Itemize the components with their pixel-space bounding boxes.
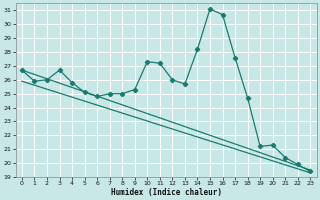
X-axis label: Humidex (Indice chaleur): Humidex (Indice chaleur) bbox=[111, 188, 221, 197]
